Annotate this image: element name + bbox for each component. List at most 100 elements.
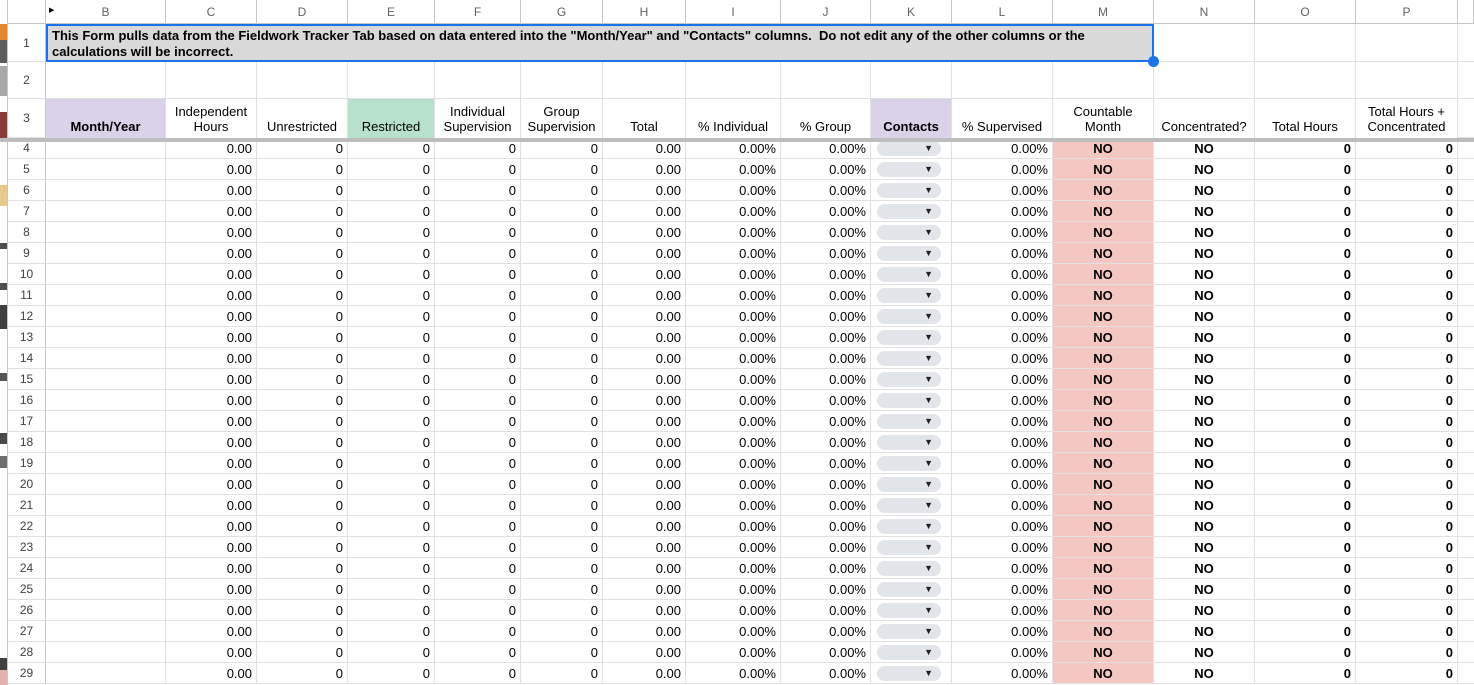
cell[interactable]: NO (1154, 369, 1255, 390)
column-header-H[interactable]: H (603, 0, 686, 23)
cell[interactable]: 0 (435, 201, 521, 222)
cell[interactable]: 0 (521, 663, 603, 684)
cell[interactable] (781, 62, 871, 99)
cell[interactable]: 0.00 (603, 495, 686, 516)
cell[interactable]: 0.00% (952, 516, 1053, 537)
cell[interactable]: NO (1154, 600, 1255, 621)
row-header-18[interactable]: 18 (8, 432, 46, 453)
cell[interactable]: 0.00% (686, 411, 781, 432)
row-header-10[interactable]: 10 (8, 264, 46, 285)
cell[interactable]: 0 (1356, 243, 1458, 264)
cell[interactable]: 0.00% (781, 327, 871, 348)
cell[interactable]: 0.00% (781, 159, 871, 180)
cell[interactable]: 0.00 (603, 621, 686, 642)
cell[interactable]: 0.00% (686, 180, 781, 201)
cell[interactable]: NO (1154, 453, 1255, 474)
cell[interactable]: 0 (435, 390, 521, 411)
cell[interactable]: 0.00% (686, 390, 781, 411)
cell[interactable]: 0.00 (166, 180, 257, 201)
cell[interactable] (46, 537, 166, 558)
cell[interactable]: NO (1053, 285, 1154, 306)
cell[interactable]: 0.00 (603, 453, 686, 474)
cell[interactable]: 0 (1356, 159, 1458, 180)
row-header-16[interactable]: 16 (8, 390, 46, 411)
cell[interactable]: 0 (435, 264, 521, 285)
cell[interactable]: 0.00% (781, 348, 871, 369)
cell[interactable]: 0 (435, 579, 521, 600)
column-header-C[interactable]: C (166, 0, 257, 23)
cell[interactable]: NO (1053, 390, 1154, 411)
cell[interactable]: 0.00% (686, 579, 781, 600)
cell[interactable]: NO (1053, 327, 1154, 348)
cell[interactable] (46, 369, 166, 390)
cell[interactable]: 0.00 (603, 159, 686, 180)
cell[interactable]: 0 (1356, 411, 1458, 432)
cell[interactable]: 0 (521, 411, 603, 432)
contacts-dropdown[interactable]: ▼ (877, 266, 941, 282)
cell[interactable]: 0.00 (166, 201, 257, 222)
cell[interactable]: NO (1053, 222, 1154, 243)
cell[interactable]: 0 (257, 537, 348, 558)
cell[interactable]: 0 (1356, 579, 1458, 600)
column-header-D[interactable]: D (257, 0, 348, 23)
cell[interactable]: 0.00 (603, 537, 686, 558)
contacts-dropdown-cell[interactable]: ▼ (871, 453, 952, 474)
cell[interactable]: 0 (348, 264, 435, 285)
cell[interactable] (46, 600, 166, 621)
cell[interactable]: 0 (348, 432, 435, 453)
cell[interactable]: 0.00 (166, 558, 257, 579)
cell[interactable]: 0 (257, 327, 348, 348)
cell[interactable]: 0.00% (952, 348, 1053, 369)
cell[interactable]: 0 (257, 138, 348, 159)
cell[interactable]: NO (1154, 306, 1255, 327)
row-header-17[interactable]: 17 (8, 411, 46, 432)
cell[interactable]: 0 (348, 306, 435, 327)
cell[interactable]: 0.00 (166, 537, 257, 558)
contacts-dropdown[interactable]: ▼ (877, 224, 941, 240)
cell[interactable]: 0 (348, 642, 435, 663)
cell[interactable]: 0 (435, 663, 521, 684)
contacts-dropdown-cell[interactable]: ▼ (871, 369, 952, 390)
cell[interactable]: 0 (521, 558, 603, 579)
row-header-15[interactable]: 15 (8, 369, 46, 390)
cell[interactable]: 0 (1356, 474, 1458, 495)
cell[interactable]: 0.00% (952, 537, 1053, 558)
cell[interactable]: 0 (521, 348, 603, 369)
cell[interactable]: 0 (1255, 159, 1356, 180)
cell[interactable]: 0.00% (686, 348, 781, 369)
cell[interactable]: 0.00 (603, 474, 686, 495)
cell[interactable]: NO (1154, 642, 1255, 663)
cell[interactable]: 0 (435, 180, 521, 201)
column-title-P[interactable]: Total Hours + Concentrated (1356, 99, 1458, 138)
cell[interactable]: 0 (1255, 663, 1356, 684)
cell[interactable]: 0 (348, 243, 435, 264)
contacts-dropdown[interactable]: ▼ (877, 602, 941, 618)
cell[interactable]: 0 (348, 138, 435, 159)
cell[interactable]: 0 (1356, 642, 1458, 663)
cell[interactable]: NO (1053, 411, 1154, 432)
cell[interactable]: 0 (257, 201, 348, 222)
cell[interactable] (1154, 62, 1255, 99)
cell[interactable]: 0.00% (952, 201, 1053, 222)
contacts-dropdown-cell[interactable]: ▼ (871, 138, 952, 159)
cell[interactable]: 0.00 (603, 201, 686, 222)
cell[interactable]: 0.00% (952, 453, 1053, 474)
cell[interactable] (871, 62, 952, 99)
contacts-dropdown-cell[interactable]: ▼ (871, 642, 952, 663)
cell[interactable]: 0 (257, 369, 348, 390)
cell[interactable]: 0 (521, 474, 603, 495)
cell[interactable]: NO (1053, 516, 1154, 537)
column-header-P[interactable]: P (1356, 0, 1458, 23)
cell[interactable]: 0.00 (603, 348, 686, 369)
cell[interactable]: 0.00% (686, 558, 781, 579)
cell[interactable]: 0.00 (166, 432, 257, 453)
cell[interactable]: 0 (348, 390, 435, 411)
cell[interactable]: 0 (257, 474, 348, 495)
contacts-dropdown[interactable]: ▼ (877, 329, 941, 345)
cell[interactable]: 0.00% (781, 516, 871, 537)
cell[interactable]: 0.00% (781, 264, 871, 285)
cell[interactable]: 0 (435, 474, 521, 495)
cell[interactable]: 0.00 (166, 621, 257, 642)
cell[interactable] (46, 663, 166, 684)
cell[interactable]: 0 (1255, 201, 1356, 222)
